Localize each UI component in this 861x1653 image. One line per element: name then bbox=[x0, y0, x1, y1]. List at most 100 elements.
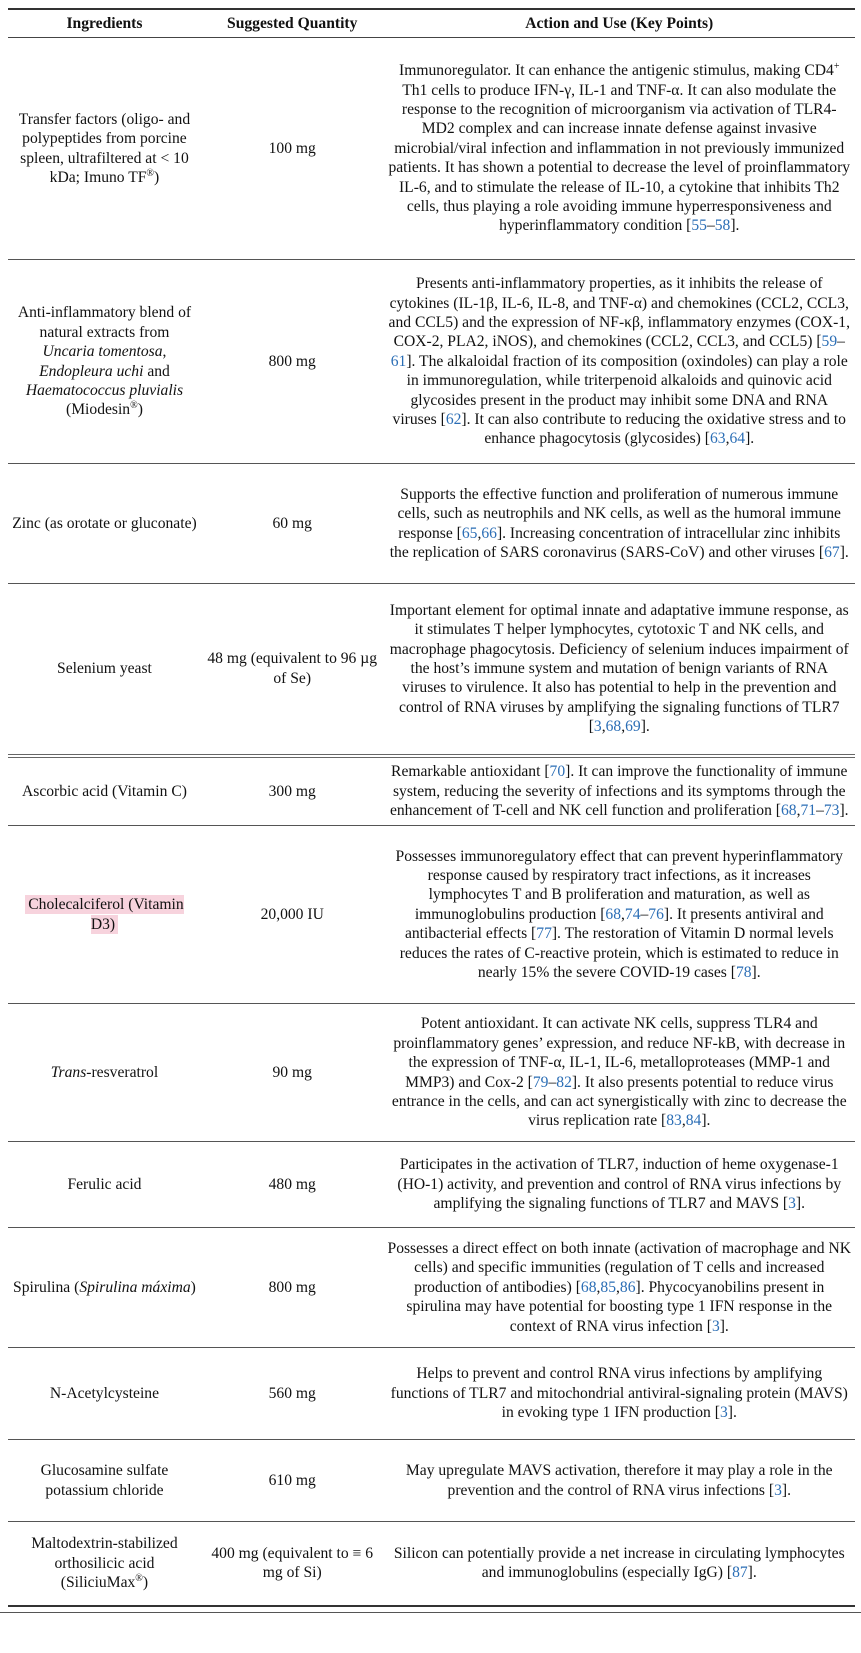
text-segment: – bbox=[548, 1073, 557, 1091]
reference-link[interactable]: 86 bbox=[619, 1278, 636, 1296]
reference-link[interactable]: 70 bbox=[549, 763, 566, 781]
reference-link[interactable]: 59 bbox=[821, 333, 838, 351]
quantity-cell: 90 mg bbox=[200, 1003, 384, 1142]
action-cell: Helps to prevent and control RNA virus i… bbox=[383, 1347, 855, 1440]
reference-link[interactable]: 3 bbox=[711, 1317, 720, 1335]
text-segment: May upregulate MAVS activation, therefor… bbox=[405, 1462, 833, 1499]
reference-link[interactable]: 58 bbox=[714, 217, 731, 235]
text-segment: Glucosamine sulfate potassium chloride bbox=[40, 1462, 169, 1499]
table-row: Glucosamine sulfate potassium chloride 61… bbox=[8, 1439, 855, 1522]
action-cell: Silicon can potentially provide a net in… bbox=[383, 1521, 855, 1607]
superscript: ® bbox=[130, 400, 138, 412]
reference-link[interactable]: 62 bbox=[445, 411, 462, 429]
ingredient-cell: Glucosamine sulfate potassium chloride bbox=[8, 1439, 201, 1522]
text-segment: Possesses immunoregulatory effect that c… bbox=[395, 847, 843, 923]
text-segment: ]. It also presents potential to reduce … bbox=[391, 1073, 847, 1130]
text-segment: ]. Phycocyanobilins present in spirulina… bbox=[406, 1278, 833, 1335]
reference-link[interactable]: 64 bbox=[729, 430, 746, 448]
reference-link[interactable]: 68 bbox=[780, 801, 797, 819]
reference-link[interactable]: 76 bbox=[648, 905, 664, 923]
ingredient-cell: Cholecalciferol (Vitamin D3) bbox=[8, 825, 201, 1004]
table-row: Trans-resveratrol 90 mg Potent antioxidant… bbox=[8, 1003, 855, 1142]
text-segment: ]. bbox=[839, 801, 849, 819]
text-segment: ]. Increasing concentration of intracell… bbox=[389, 524, 841, 561]
text-segment: , bbox=[601, 718, 606, 736]
italic-text: Spirulina máxima bbox=[79, 1278, 191, 1296]
text-segment: , bbox=[621, 718, 626, 736]
ingredient-cell: Maltodextrin-stabilized orthosilicic aci… bbox=[8, 1521, 201, 1607]
reference-link[interactable]: 3 bbox=[788, 1195, 796, 1213]
text-segment: ]. It can improve the functionality of i… bbox=[389, 763, 848, 819]
reference-link[interactable]: 55 bbox=[691, 217, 707, 235]
quantity-cell: 610 mg bbox=[200, 1439, 384, 1522]
text-segment: Potent antioxidant. It can activate NK c… bbox=[393, 1015, 846, 1091]
table-header-row: Ingredients Suggested Quantity Action an… bbox=[8, 8, 855, 38]
text-segment: ]. bbox=[747, 1564, 757, 1582]
reference-link[interactable]: 71 bbox=[800, 801, 817, 819]
action-cell: Supports the effective function and prol… bbox=[383, 463, 855, 584]
reference-link[interactable]: 73 bbox=[823, 801, 840, 819]
superscript: ® bbox=[135, 1572, 143, 1584]
text-segment: ]. bbox=[727, 1404, 737, 1422]
reference-link[interactable]: 68 bbox=[605, 718, 622, 736]
reference-link[interactable]: 85 bbox=[600, 1278, 616, 1296]
text-segment: ]. bbox=[839, 543, 849, 561]
ingredient-cell: Anti-inflammatory blend of natural extra… bbox=[8, 259, 201, 464]
reference-link[interactable]: 77 bbox=[536, 925, 552, 943]
italic-text: Endopleura uchi bbox=[39, 362, 144, 380]
reference-link[interactable]: 68 bbox=[580, 1278, 597, 1296]
table-row: Transfer factors (oligo- and polypeptide… bbox=[8, 37, 855, 260]
italic-text: Haematococcus pluvialis bbox=[25, 381, 184, 399]
text-segment: Ferulic acid bbox=[67, 1175, 142, 1193]
reference-link[interactable]: 78 bbox=[735, 964, 752, 982]
table-row: N-Acetylcysteine 560 mg Helps to prevent a… bbox=[8, 1347, 855, 1440]
reference-link[interactable]: 69 bbox=[625, 718, 641, 736]
action-cell: Possesses immunoregulatory effect that c… bbox=[383, 825, 855, 1004]
text-segment: ]. bbox=[701, 1112, 711, 1130]
text-segment: , bbox=[616, 1278, 620, 1296]
quantity-cell: 300 mg bbox=[200, 755, 384, 826]
text-segment: ]. bbox=[640, 718, 650, 736]
text-segment: – bbox=[816, 801, 824, 819]
reference-link[interactable]: 63 bbox=[709, 430, 726, 448]
reference-link[interactable]: 61 bbox=[390, 352, 407, 370]
reference-link[interactable]: 82 bbox=[556, 1073, 572, 1091]
reference-link[interactable]: 79 bbox=[532, 1073, 549, 1091]
text-segment: Immunoregulator. It can enhance the anti… bbox=[399, 62, 834, 80]
ingredient-cell: Ascorbic acid (Vitamin C) bbox=[8, 755, 201, 826]
quantity-cell: 60 mg bbox=[200, 463, 384, 584]
table-row: Ascorbic acid (Vitamin C) 300 mg Remarkabl… bbox=[8, 755, 855, 826]
reference-link[interactable]: 68 bbox=[605, 905, 621, 923]
quantity-cell: 20,000 IU bbox=[200, 825, 384, 1004]
text-segment: Spirulina ( bbox=[13, 1278, 80, 1296]
table-row: Ferulic acid 480 mg Participates in the ac… bbox=[8, 1141, 855, 1228]
text-segment: ) bbox=[190, 1278, 196, 1296]
reference-link[interactable]: 74 bbox=[624, 905, 641, 923]
reference-link[interactable]: 66 bbox=[481, 524, 497, 542]
text-segment: N-Acetylcysteine bbox=[49, 1384, 160, 1402]
table-row: Cholecalciferol (Vitamin D3) 20,000 IU Pos… bbox=[8, 825, 855, 1004]
text-segment: – bbox=[837, 333, 845, 351]
reference-link[interactable]: 3 bbox=[774, 1481, 782, 1499]
reference-link[interactable]: 67 bbox=[824, 543, 840, 561]
table-body: Transfer factors (oligo- and polypeptide… bbox=[8, 37, 855, 1607]
reference-link[interactable]: 87 bbox=[732, 1564, 748, 1582]
quantity-cell: 480 mg bbox=[200, 1141, 384, 1228]
reference-link[interactable]: 65 bbox=[461, 524, 478, 542]
text-segment: ]. The restoration of Vitamin D normal l… bbox=[399, 925, 839, 982]
quantity-cell: 48 mg (equivalent to 96 µg of Se) bbox=[200, 583, 384, 758]
reference-link[interactable]: 3 bbox=[719, 1404, 728, 1422]
text-segment: ]. bbox=[745, 430, 755, 448]
text-segment: Remarkable antioxidant [ bbox=[391, 763, 550, 781]
text-segment: ) bbox=[137, 401, 143, 419]
reference-link[interactable]: 3 bbox=[593, 718, 602, 736]
text-segment: ]. bbox=[781, 1481, 791, 1499]
reference-link[interactable]: 84 bbox=[685, 1112, 702, 1130]
header-ingredients: Ingredients bbox=[8, 8, 201, 38]
quantity-cell: 100 mg bbox=[200, 37, 384, 260]
quantity-cell: 560 mg bbox=[200, 1347, 384, 1440]
text-segment: , bbox=[796, 801, 801, 819]
reference-link[interactable]: 83 bbox=[666, 1112, 682, 1130]
text-segment: -resveratrol bbox=[86, 1063, 159, 1081]
action-cell: Remarkable antioxidant [70]. It can impr… bbox=[383, 755, 855, 826]
